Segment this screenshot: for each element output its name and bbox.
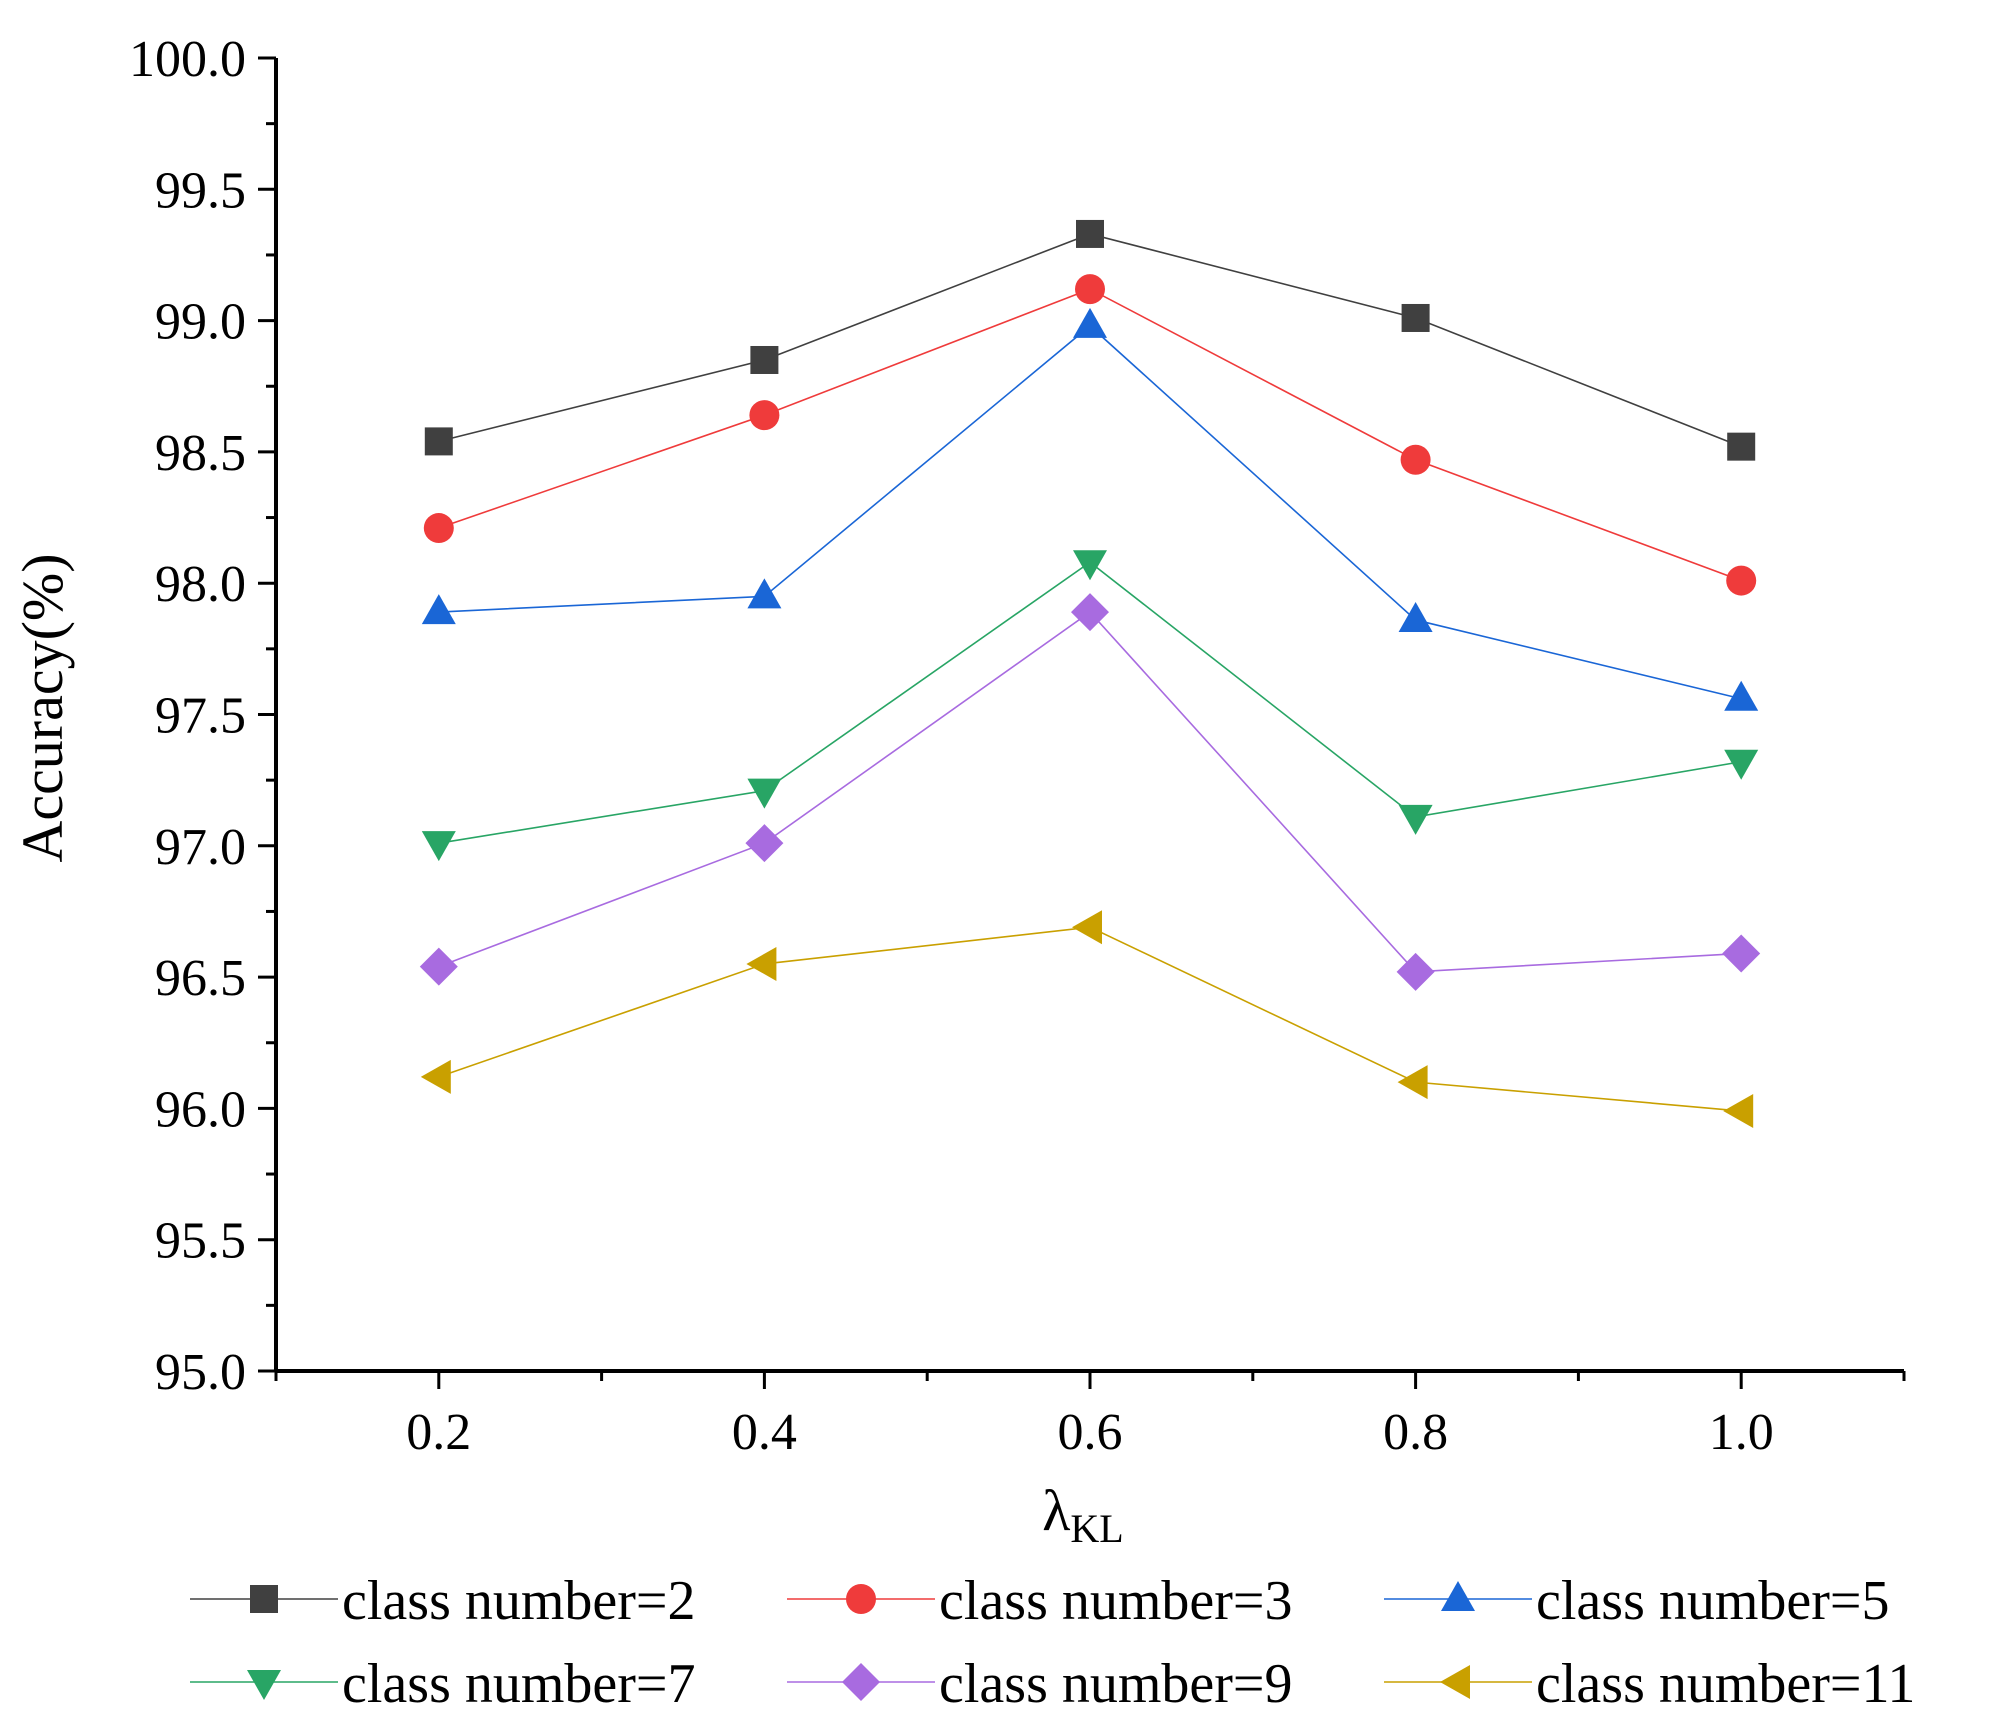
legend: class number=2 class number=3 class number… (190, 1570, 1915, 1715)
data-point (1727, 432, 1756, 461)
x-tick-label: 0.8 (1383, 1404, 1448, 1461)
data-point (1397, 1065, 1428, 1100)
data-point (745, 824, 784, 863)
data-point (1076, 219, 1104, 248)
y-tick-label: 95.0 (155, 1344, 246, 1401)
legend-marker (842, 1663, 880, 1701)
legend-label: class number=2 (342, 1570, 696, 1632)
data-point (1073, 307, 1107, 338)
y-tick-label: 99.5 (155, 162, 246, 219)
legend-item: class number=2 (190, 1570, 696, 1632)
data-point (1401, 303, 1430, 332)
data-point (747, 578, 782, 609)
series-1 (424, 219, 1756, 461)
legend-label: class number=5 (1536, 1570, 1890, 1632)
y-tick-label: 98.5 (155, 425, 246, 482)
x-axis-label: λKL (1042, 1478, 1123, 1551)
series-6 (420, 910, 1754, 1129)
series-4 (421, 550, 1759, 862)
data-point (1724, 749, 1759, 780)
legend-marker (1441, 1581, 1475, 1611)
legend-item: class number=5 (1384, 1570, 1890, 1632)
data-point (1396, 952, 1435, 991)
legend-label: class number=9 (939, 1653, 1293, 1715)
data-point (1072, 910, 1102, 945)
y-axis-label: Accuracy(%) (10, 553, 75, 862)
x-tick-label: 1.0 (1709, 1404, 1774, 1461)
y-tick-label: 96.5 (155, 950, 246, 1007)
y-tick-label: 100.0 (129, 31, 246, 88)
series-3 (421, 307, 1759, 711)
x-axis-label-subscript: KL (1070, 1506, 1123, 1551)
legend-marker (250, 1585, 278, 1613)
series-line (438, 926, 1742, 1112)
y-tick-label: 98.0 (155, 556, 246, 613)
series-2 (423, 274, 1757, 596)
data-point (424, 427, 453, 456)
series-line (438, 324, 1742, 700)
legend-marker (1440, 1665, 1470, 1699)
y-tick-label: 95.5 (155, 1213, 246, 1270)
legend-label: class number=11 (1536, 1653, 1915, 1715)
series-layer (419, 219, 1761, 1129)
legend-item: class number=3 (787, 1570, 1293, 1632)
series-5 (419, 593, 1761, 991)
legend-marker (846, 1584, 876, 1614)
y-tick-label: 97.5 (155, 688, 246, 745)
legend-label: class number=3 (939, 1570, 1293, 1632)
y-tick-label: 96.0 (155, 1081, 246, 1138)
y-tick-label: 97.0 (155, 819, 246, 876)
data-point (1398, 804, 1433, 835)
data-point (1075, 274, 1105, 305)
data-point (1723, 1094, 1754, 1129)
data-point (750, 345, 779, 374)
axes: 95.0 95.5 96.0 96.5 97.0 97.5 98.0 98.5 99.0 99.5… (129, 31, 1906, 1461)
data-point (1400, 444, 1431, 475)
data-point (746, 946, 777, 981)
x-axis-label-main: λ (1042, 1478, 1070, 1543)
data-point (421, 594, 456, 625)
data-point (421, 831, 456, 862)
data-point (1073, 550, 1107, 581)
data-point (1071, 593, 1109, 632)
x-tick-label: 0.2 (406, 1404, 471, 1461)
data-point (1722, 934, 1761, 973)
legend-label: class number=7 (342, 1653, 696, 1715)
data-point (1726, 565, 1757, 596)
data-point (423, 513, 454, 544)
legend-marker (247, 1670, 281, 1700)
legend-item: class number=7 (190, 1653, 696, 1715)
y-tick-label: 99.0 (155, 294, 246, 351)
data-point (419, 947, 458, 986)
x-tick-label: 0.4 (732, 1404, 797, 1461)
data-point (747, 778, 782, 809)
data-point (749, 400, 780, 431)
legend-item: class number=9 (787, 1653, 1293, 1715)
data-point (1724, 680, 1759, 711)
data-point (420, 1059, 451, 1094)
series-line (438, 233, 1742, 448)
legend-item: class number=11 (1384, 1653, 1915, 1715)
x-tick-label: 0.6 (1058, 1404, 1123, 1461)
data-point (1398, 601, 1433, 632)
